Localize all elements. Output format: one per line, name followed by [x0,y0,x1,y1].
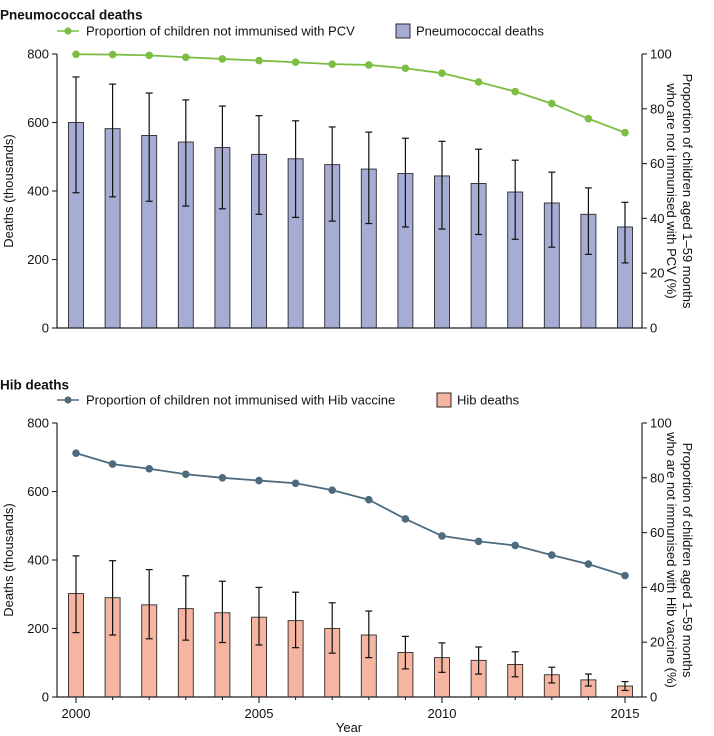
right-axis-label-line2: who are not immunised with Hib vaccine (… [664,431,679,688]
left-axis-label: Deaths (thousands) [1,134,16,247]
right-tick-label: 40 [650,580,664,595]
point-2011 [474,78,483,86]
point-2007 [328,486,337,494]
left-tick-label: 800 [27,47,49,62]
right-tick-label: 60 [650,525,664,540]
bar-series [68,122,633,329]
point-2001 [108,460,117,468]
left-tick-label: 600 [27,484,49,499]
legend-bar-label: Pneumococcal deaths [416,24,544,39]
proportion-line [75,452,626,577]
legend-line-marker [64,396,72,404]
chart-panel-2: Hib deaths Proportion of children not imm… [0,378,695,735]
error-bars [72,555,629,692]
point-2002 [145,464,153,473]
legend-bar-swatch [436,392,452,408]
legend-line-marker [64,27,72,35]
left-axis-label: Deaths (thousands) [1,503,16,616]
point-2007 [328,60,337,68]
x-axis-label: Year [336,720,363,735]
left-tick-label: 800 [27,416,49,431]
left-tick-label: 200 [27,252,49,267]
right-axis-label-line1: Proportion of children aged 1–59 months [680,74,695,309]
point-2008 [365,495,373,504]
line-series [72,449,629,580]
point-2006 [291,479,300,488]
legend: Proportion of children not immunised wit… [57,23,544,39]
legend-bar-label: Hib deaths [457,393,520,408]
right-axis-label-line2: who are not immunised with PCV (%) [664,82,679,298]
x-tick-label: 2010 [428,706,457,721]
left-tick-label: 200 [27,621,49,636]
right-tick-label: 100 [650,416,672,431]
point-2014 [584,114,593,123]
left-tick-label: 0 [42,321,49,336]
x-tick-label: 2000 [62,706,91,721]
point-2015 [621,571,629,580]
right-tick-label: 20 [650,635,664,650]
point-2015 [621,128,629,137]
right-tick-label: 0 [650,690,657,705]
chart-title: Hib deaths [0,378,69,393]
legend-line-label: Proportion of children not immunised wit… [86,24,355,39]
point-2014 [584,560,593,568]
point-2008 [365,61,373,69]
left-tick-label: 600 [27,115,49,130]
error-bars [72,76,629,264]
legend-line-label: Proportion of children not immunised wit… [86,393,395,408]
point-2010 [438,532,446,540]
left-tick-label: 400 [27,553,49,568]
left-tick-label: 400 [27,184,49,199]
axes: 0 200 400 600 800 0 20 40 60 80 100 2000 2005 2010 201… [1,416,695,736]
point-2003 [182,470,190,479]
line-series [72,50,629,137]
point-2009 [401,515,410,523]
legend-bar-swatch [395,23,411,39]
chart-title: Pneumococcal deaths [0,8,143,23]
point-2013 [548,551,556,559]
point-2005 [255,56,263,65]
point-2004 [218,55,227,63]
point-2012 [511,87,519,96]
right-tick-label: 60 [650,156,664,171]
proportion-line [75,53,626,134]
point-2010 [438,69,446,77]
point-2001 [108,50,117,59]
bar-series [68,593,633,698]
point-2000 [72,449,80,457]
x-tick-label: 2015 [611,706,640,721]
point-2006 [291,58,300,67]
axes: 0 200 400 600 800 0 20 40 60 80 100 Deaths (thousan… [1,47,695,336]
point-2004 [218,474,227,482]
right-axis-label-line1: Proportion of children aged 1–59 months [680,443,695,678]
right-tick-label: 40 [650,211,664,226]
right-tick-label: 80 [650,101,664,116]
legend: Proportion of children not immunised wit… [57,392,520,408]
point-2000 [72,50,80,59]
point-2002 [145,51,153,60]
right-tick-label: 100 [650,47,672,62]
point-2012 [511,541,519,550]
right-tick-label: 20 [650,266,664,281]
right-tick-label: 0 [650,321,657,336]
left-tick-label: 0 [42,690,49,705]
point-2009 [401,64,410,73]
right-tick-label: 80 [650,470,664,485]
point-2011 [474,537,483,546]
point-2005 [255,476,263,485]
point-2013 [548,99,556,108]
point-2003 [182,53,190,62]
x-tick-label: 2005 [245,706,274,721]
